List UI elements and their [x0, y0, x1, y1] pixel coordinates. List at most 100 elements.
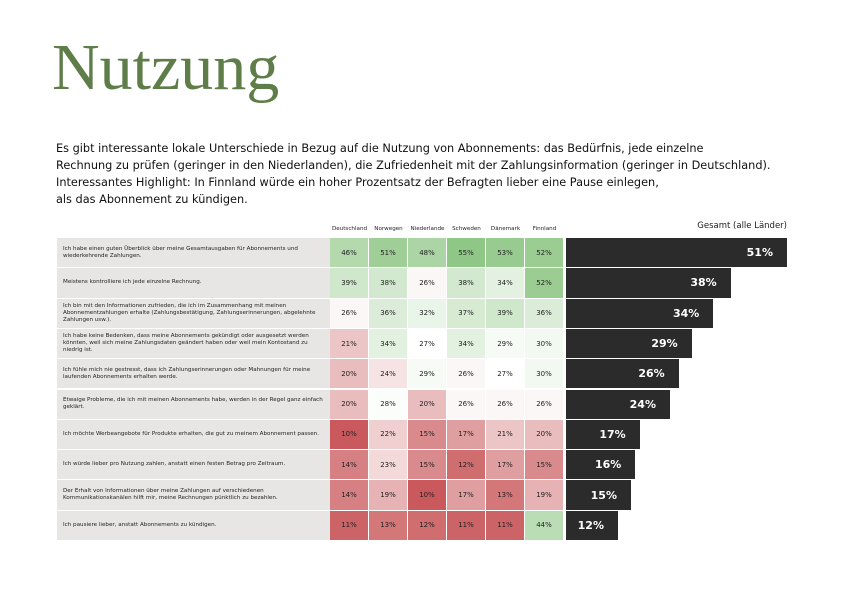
heat-cell	[486, 510, 524, 540]
intro-line: Interessantes Highlight: In Finnland wür…	[56, 176, 659, 189]
cell-label: 12%	[458, 460, 474, 469]
cell-label: 26%	[458, 369, 474, 378]
cell-label: 34%	[458, 339, 474, 348]
heat-cell	[330, 389, 368, 419]
heat-cell	[408, 419, 446, 450]
total-label: 17%	[599, 427, 626, 441]
row-label: Etwaige Probleme, die ich mit meinen Abo…	[57, 389, 330, 419]
heat-cell	[525, 389, 563, 419]
heat-cell	[447, 419, 485, 450]
total-label: 34%	[672, 306, 700, 320]
heat-cell	[408, 359, 446, 389]
cell-label: 37%	[458, 309, 474, 318]
heat-cell	[486, 328, 524, 359]
cell-label: 17%	[458, 491, 474, 500]
total-bar	[566, 510, 618, 540]
cell-label: 29%	[497, 339, 513, 348]
cell-label: 20%	[341, 400, 357, 409]
heat-cell	[447, 268, 485, 298]
cell-label: 39%	[341, 278, 357, 287]
intro: Es gibt interessante lokale Unterschiede…	[56, 140, 770, 208]
intro-line: Rechnung zu prüfen (geringer in den Nied…	[56, 159, 771, 172]
cell-label: 51%	[380, 248, 396, 257]
heat-cell	[408, 389, 446, 419]
cell-label: 19%	[536, 491, 552, 500]
row-label: Ich pausiere lieber, anstatt Abonnements…	[57, 510, 330, 540]
total-bar	[566, 419, 640, 450]
heat-cell	[330, 419, 368, 450]
cell-label: 52%	[536, 278, 552, 287]
heat-cell	[330, 298, 368, 328]
cell-label: 17%	[497, 460, 513, 469]
heat-cell	[369, 480, 407, 510]
heat-cell	[525, 480, 563, 510]
cell-label: 21%	[497, 430, 513, 439]
heat-cell	[486, 268, 524, 298]
heat-cell	[330, 328, 368, 359]
total-label: 26%	[638, 367, 665, 381]
row-label: Ich bin mit den Informationen zufrieden,…	[57, 298, 330, 328]
heat-cell	[525, 450, 563, 480]
heat-cell	[408, 510, 446, 540]
cell-label: 55%	[458, 248, 474, 257]
total-bar	[566, 298, 714, 328]
cell-label: 20%	[341, 369, 357, 378]
cell-label: 39%	[497, 309, 513, 318]
cell-label: 11%	[458, 521, 474, 530]
cell-label: 52%	[536, 248, 552, 257]
total-label: 15%	[590, 488, 617, 502]
heat-cell	[369, 359, 407, 389]
cell-label: 26%	[536, 400, 552, 409]
heat-cell	[447, 450, 485, 480]
row-label: Meistens kontrolliere ich jede einzelne …	[57, 268, 330, 298]
cell-label: 26%	[497, 400, 513, 409]
heat-cell	[369, 298, 407, 328]
heat-cell	[525, 238, 563, 268]
heat-cell	[525, 359, 563, 389]
heat-cell	[447, 298, 485, 328]
total-label: 12%	[577, 518, 604, 532]
heat-cell	[486, 359, 524, 389]
heat-cell	[486, 419, 524, 450]
heat-cell	[408, 480, 446, 510]
total-bar	[566, 389, 670, 419]
column-header: Dänemark	[490, 226, 521, 232]
heat-cell	[486, 298, 524, 328]
heat-cell	[525, 328, 563, 359]
heat-cell	[408, 328, 446, 359]
heat-cell	[525, 419, 563, 450]
total-bar	[566, 328, 692, 359]
cell-label: 21%	[341, 339, 357, 348]
cell-label: 44%	[536, 521, 552, 530]
total-bar	[566, 268, 731, 298]
heat-cell	[447, 328, 485, 359]
column-header: Finnland	[532, 226, 557, 232]
heat-cell	[330, 359, 368, 389]
total-bar	[566, 359, 679, 389]
cell-label: 11%	[497, 521, 513, 530]
heat-cell	[369, 450, 407, 480]
row-label: Ich habe einen guten Überblick über mein…	[57, 238, 330, 268]
heat-cell	[486, 480, 524, 510]
heat-cell	[369, 238, 407, 268]
cell-label: 17%	[458, 430, 474, 439]
cell-label: 38%	[380, 278, 396, 287]
column-header: Norwegen	[374, 226, 403, 232]
heat-cell	[369, 328, 407, 359]
heat-cell	[525, 510, 563, 540]
cell-label: 23%	[380, 460, 396, 469]
heat-cell	[486, 450, 524, 480]
cell-label: 14%	[341, 491, 357, 500]
total-label: 24%	[629, 397, 656, 411]
cell-label: 27%	[497, 369, 513, 378]
column-header: Niederlande	[410, 226, 445, 232]
heat-cell	[447, 480, 485, 510]
row-label: Ich habe keine Bedenken, dass meine Abon…	[57, 328, 330, 359]
cell-label: 13%	[497, 491, 513, 500]
cell-label: 20%	[419, 400, 435, 409]
total-header: Gesamt (alle Länder)	[697, 221, 787, 231]
heat-cell	[486, 238, 524, 268]
cell-label: 10%	[419, 491, 435, 500]
cell-label: 26%	[341, 309, 357, 318]
